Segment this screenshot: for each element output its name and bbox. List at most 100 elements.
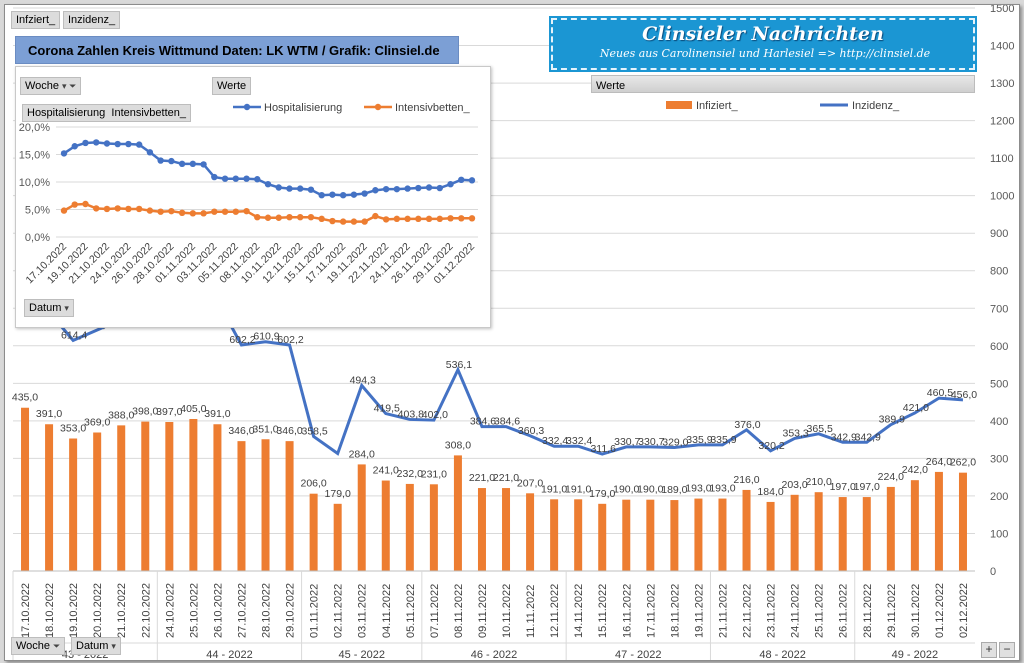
zoom-out-button[interactable]: − [999,642,1015,658]
bar [453,455,462,571]
legend-label-infiziert: Infiziert_ [696,100,738,112]
inset-point [297,185,304,192]
x-tick-label: 23.11.2022 [766,584,778,638]
bar [213,424,222,571]
bar [285,441,294,571]
inset-point [361,218,368,225]
bar [694,498,703,571]
week-label: 46 - 2022 [471,649,517,660]
inset-point [103,140,111,147]
chart-title: Corona Zahlen Kreis Wittmund Daten: LK W… [15,36,459,64]
bar-label: 190,0 [613,484,639,496]
inset-chart: 0,0%5,0%10,0%15,0%20,0%17.10.202219.10.2… [19,102,478,286]
x-tick-label: 02.11.2022 [333,584,345,638]
bar-label: 197,0 [854,481,880,493]
inset-point [275,214,282,221]
bar-label: 193,0 [709,483,735,495]
bar [261,439,270,571]
x-tick-label: 29.10.2022 [285,583,297,638]
inset-point [178,209,186,216]
y-tick-label: 600 [990,341,1008,353]
y-tick-label: 1000 [990,191,1014,203]
filter-field-infiziert[interactable]: Infziert_ [11,11,61,29]
inset-point [168,207,175,215]
bar [670,500,679,571]
inset-point [382,216,390,223]
inset-point [60,150,68,157]
clinsiel-banner[interactable]: Clinsieler Nachrichten Neues aus Carolin… [551,18,975,70]
bar [574,499,583,571]
datum-filter-button[interactable]: Datum ▾ [24,299,74,317]
x-tick-label: 10.11.2022 [501,584,513,638]
bar-label: 231,0 [421,468,447,480]
werte-header-main[interactable]: Werte [591,75,975,93]
line-label: 384,6 [470,416,496,428]
werte-field-inset[interactable]: Werte [212,77,252,95]
inset-point [211,208,218,215]
inset-point [404,215,411,223]
x-tick-label: 07.11.2022 [429,584,441,638]
bar [838,497,847,571]
line-label: 335,9 [710,434,736,446]
chevron-down-icon: ▾ [64,303,69,313]
x-tick-label: 28.10.2022 [261,583,273,638]
bar [45,424,54,571]
inset-point [425,184,433,191]
plus-icon: + [985,642,993,656]
y-tick-label: 200 [990,491,1008,503]
x-tick-label: 01.11.2022 [309,584,321,638]
inset-y-tick-label: 10,0% [19,177,50,189]
bar-label: 206,0 [300,478,326,490]
bar [21,407,30,571]
woche-filter-bottom[interactable]: Woche ⏷ [11,637,66,655]
filter-field-inzidenz[interactable]: Inzidenz_ [63,11,121,29]
bar-label: 264,0 [926,456,952,468]
line-label: 353,3 [782,427,808,439]
inset-point [468,177,476,184]
week-label: 47 - 2022 [615,649,661,660]
value-fields[interactable]: Hospitalisierung Intensivbetten_ [22,104,192,122]
inset-point [254,176,261,183]
inset-point [254,214,261,221]
bar-label: 388,0 [108,409,134,421]
x-tick-label: 26.10.2022 [212,583,224,638]
inset-point [393,185,401,193]
datum-filter-bottom[interactable]: Datum ▾ [71,637,121,655]
bar-label: 351,0 [252,423,278,435]
x-tick-label: 26.11.2022 [838,584,850,638]
inset-point [372,212,379,220]
woche-filter-button[interactable]: Woche ▾ ⏷ [20,77,82,95]
inset-point [307,186,315,193]
bar [309,493,318,571]
infiziert-bars: 435,0 391,0 353,0369,0388,0398,0397,0405,0… [12,392,976,571]
line-label: 358,5 [301,425,327,437]
zoom-in-button[interactable]: + [981,642,997,658]
inset-point [415,184,422,192]
inset-point [168,157,175,165]
x-tick-label: 12.11.2022 [549,584,561,638]
filter-inzidenz-label: Inzidenz_ [68,14,116,26]
week-label: 48 - 2022 [759,649,805,660]
inset-point [146,207,154,214]
bar-label: 398,0 [132,406,158,418]
inset-point [264,214,272,221]
line-label: 614,4 [61,329,87,341]
x-tick-label: 14.11.2022 [573,584,585,638]
bar [862,497,871,571]
bar-label: 391,0 [36,408,62,420]
inset-point [243,175,250,182]
x-tick-label: 19.11.2022 [693,584,705,638]
bar-label: 216,0 [733,474,759,486]
legend-label-intensiv: Intensivbetten_ [395,102,470,114]
bar [934,471,943,571]
x-tick-label: 02.12.2022 [958,583,970,638]
minus-icon: − [1003,642,1011,656]
inset-point [329,217,336,225]
line-label: 342,9 [855,431,881,443]
bar-label: 221,0 [469,472,495,484]
y-tick-label: 0 [990,566,996,578]
inset-point [82,139,89,147]
x-tick-label: 25.10.2022 [188,583,200,638]
x-tick-label: 01.12.2022 [934,583,946,638]
line-label: 329,0 [662,437,688,449]
